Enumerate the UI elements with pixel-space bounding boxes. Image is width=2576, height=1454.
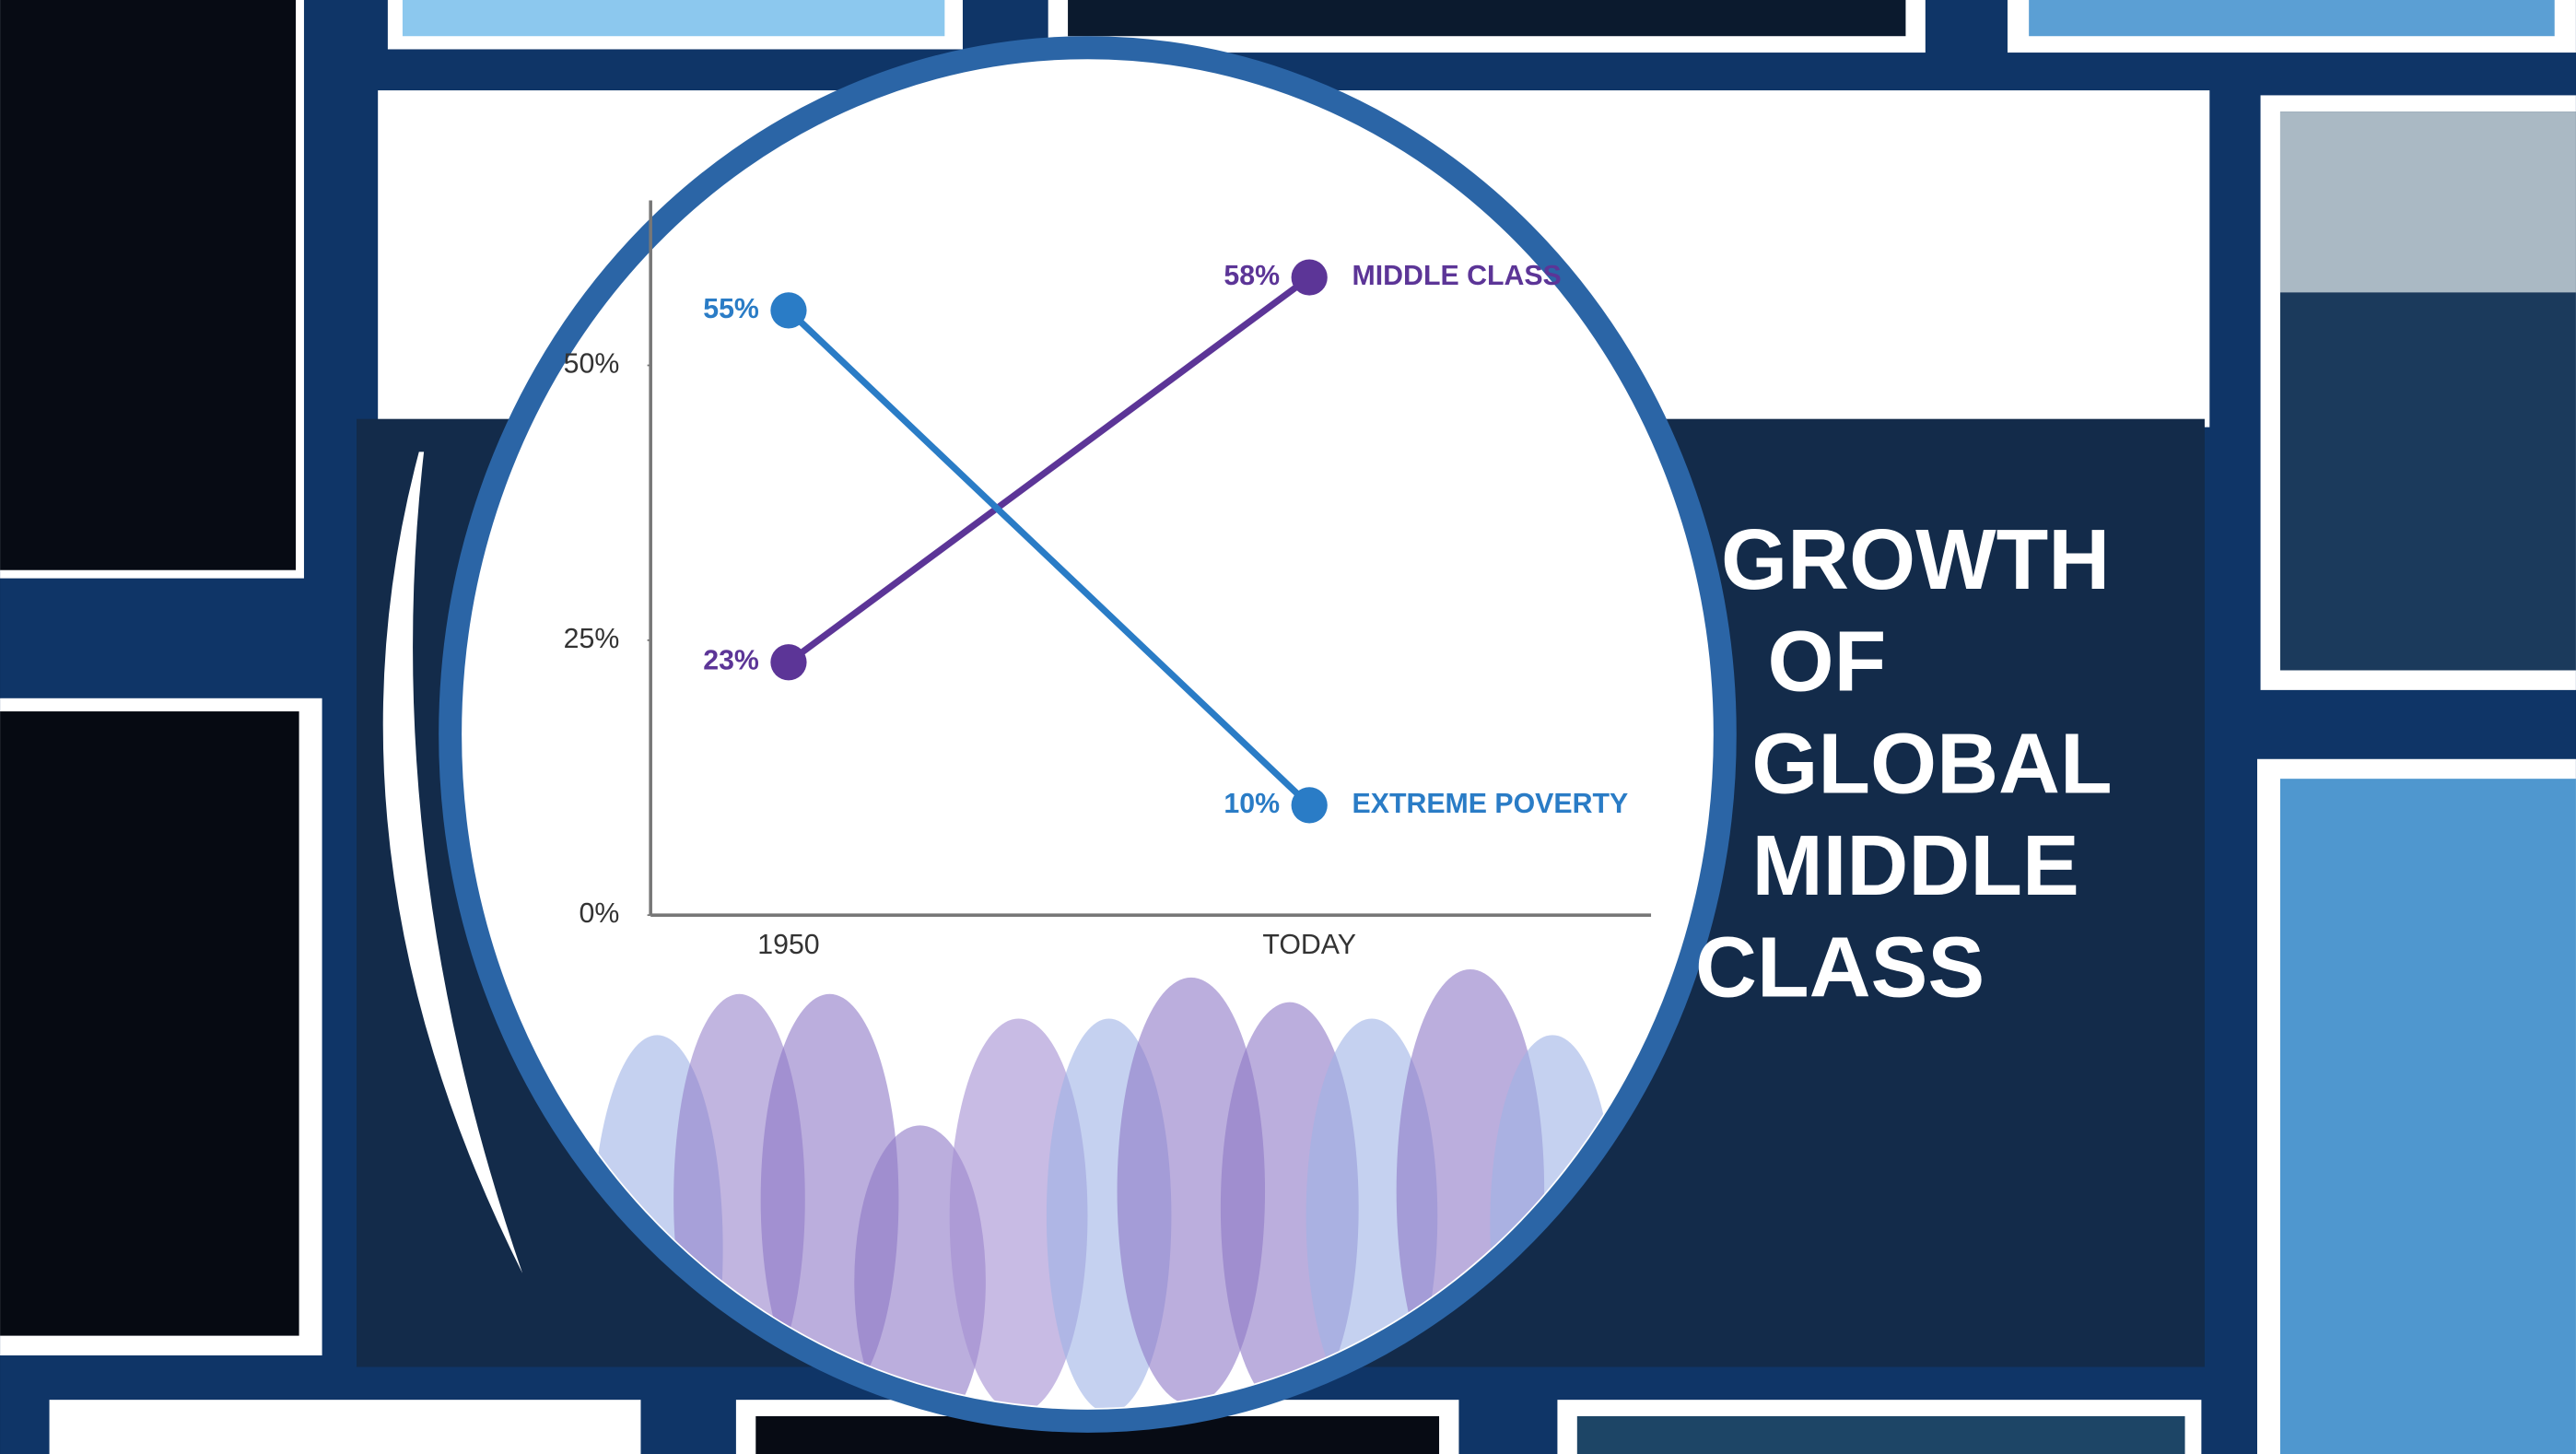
series-label: MIDDLE CLASS — [1352, 261, 1562, 291]
data-point — [1291, 259, 1328, 296]
data-point — [770, 644, 807, 681]
y-tick-label: 0% — [580, 898, 620, 929]
panel-sky — [2279, 111, 2576, 293]
chart-title: GROWTH OF GLOBAL MIDDLE CLASS — [1695, 512, 2113, 1015]
decor-arc — [382, 451, 523, 1273]
data-label: 10% — [1224, 789, 1280, 819]
data-point — [1291, 787, 1328, 824]
panel — [2279, 779, 2576, 1454]
panel — [402, 0, 945, 37]
series-label: EXTREME POVERTY — [1352, 789, 1629, 819]
data-label: 58% — [1224, 261, 1280, 291]
panel — [0, 0, 297, 570]
silhouette — [949, 1018, 1088, 1409]
panel — [1068, 0, 1906, 37]
data-label: 23% — [703, 646, 759, 676]
y-tick-label: 25% — [564, 624, 620, 654]
x-tick-label: TODAY — [1262, 930, 1356, 960]
data-point — [770, 292, 807, 329]
panel — [2029, 0, 2555, 37]
data-label: 55% — [703, 294, 759, 324]
series-line — [786, 308, 1312, 808]
series-line — [786, 275, 1312, 665]
y-tick-label: 50% — [564, 349, 620, 380]
panel-frame — [49, 1400, 641, 1454]
panel — [0, 711, 299, 1336]
panel — [1576, 1415, 2185, 1454]
x-tick-label: 1950 — [757, 930, 819, 960]
